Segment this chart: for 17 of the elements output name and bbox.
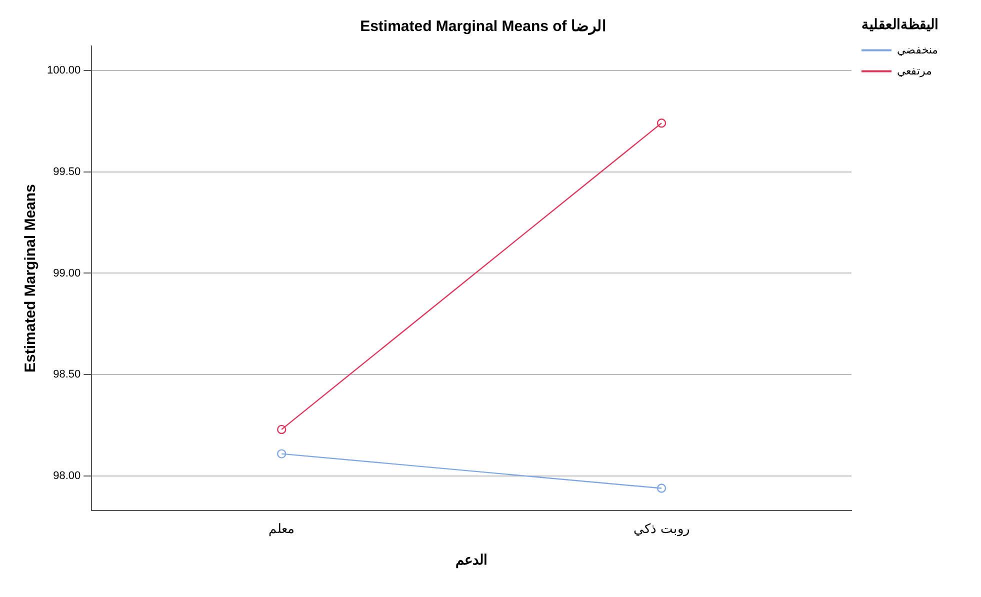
x-axis-title: الدعم xyxy=(456,551,488,568)
legend-label: مرتفعي xyxy=(897,65,932,78)
y-tick-label: 99.00 xyxy=(53,267,81,280)
x-tick-label: معلم xyxy=(268,520,295,537)
point xyxy=(656,118,666,128)
point xyxy=(277,449,286,458)
x-tick-label: روبت ذكي xyxy=(634,520,690,537)
y-tick-label: 98.50 xyxy=(53,368,81,381)
chart-title: Estimated Marginal Means of الرضا xyxy=(360,18,606,36)
point xyxy=(277,424,286,434)
y-axis-title: Estimated Marginal Means xyxy=(22,184,40,372)
legend-title: اليقظةالعقلية xyxy=(861,16,938,32)
legend-label: منخفضي xyxy=(897,44,938,56)
point xyxy=(656,484,666,493)
y-tick-label: 98.00 xyxy=(53,470,81,482)
y-tick-label: 99.50 xyxy=(53,166,81,178)
y-tick-label: 100.00 xyxy=(46,64,81,76)
